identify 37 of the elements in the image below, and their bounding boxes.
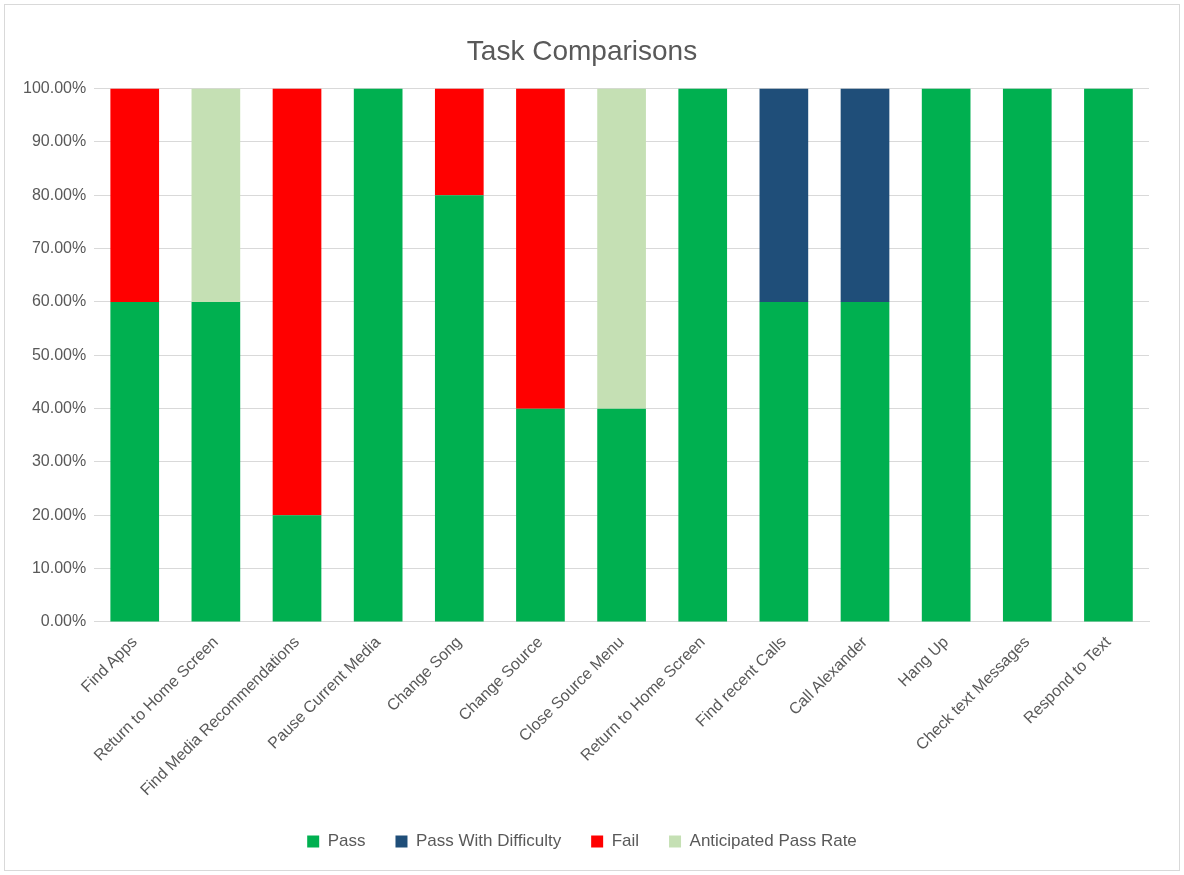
bar (921, 88, 971, 622)
y-tick-label: 80.00% (31, 185, 87, 203)
bar (434, 195, 484, 622)
bar (1002, 88, 1052, 622)
y-tick-label: 30.00% (31, 452, 87, 470)
bar (191, 88, 241, 302)
y-tick-label: 50.00% (31, 345, 87, 363)
bar (110, 301, 160, 622)
bar (110, 88, 160, 302)
bar (759, 301, 809, 622)
y-tick-label: 0.00% (40, 612, 87, 630)
bar (597, 88, 646, 409)
bar (272, 88, 322, 516)
bar (191, 301, 241, 622)
bar (516, 88, 565, 409)
y-tick-label: 40.00% (31, 399, 87, 417)
bar (1084, 88, 1133, 622)
bar (840, 88, 890, 302)
bar (353, 88, 403, 622)
y-tick-label: 10.00% (31, 559, 87, 577)
y-tick-label: 70.00% (31, 239, 87, 257)
legend-label: Pass With Difficulty (415, 831, 562, 851)
bar (678, 88, 728, 622)
bar (597, 408, 646, 622)
bar (840, 301, 890, 622)
legend-label: Anticipated Pass Rate (689, 831, 857, 851)
chart-title: Task Comparisons (466, 34, 698, 66)
y-tick-label: 60.00% (31, 292, 87, 310)
bar (516, 408, 565, 622)
y-tick-label: 90.00% (31, 132, 87, 150)
legend-label: Pass (327, 831, 366, 851)
y-tick-label: 20.00% (31, 505, 87, 523)
bar (759, 88, 809, 302)
legend-label: Fail (611, 831, 640, 851)
bar (434, 88, 484, 196)
bar (272, 515, 322, 622)
y-tick-label: 100.00% (22, 79, 87, 97)
